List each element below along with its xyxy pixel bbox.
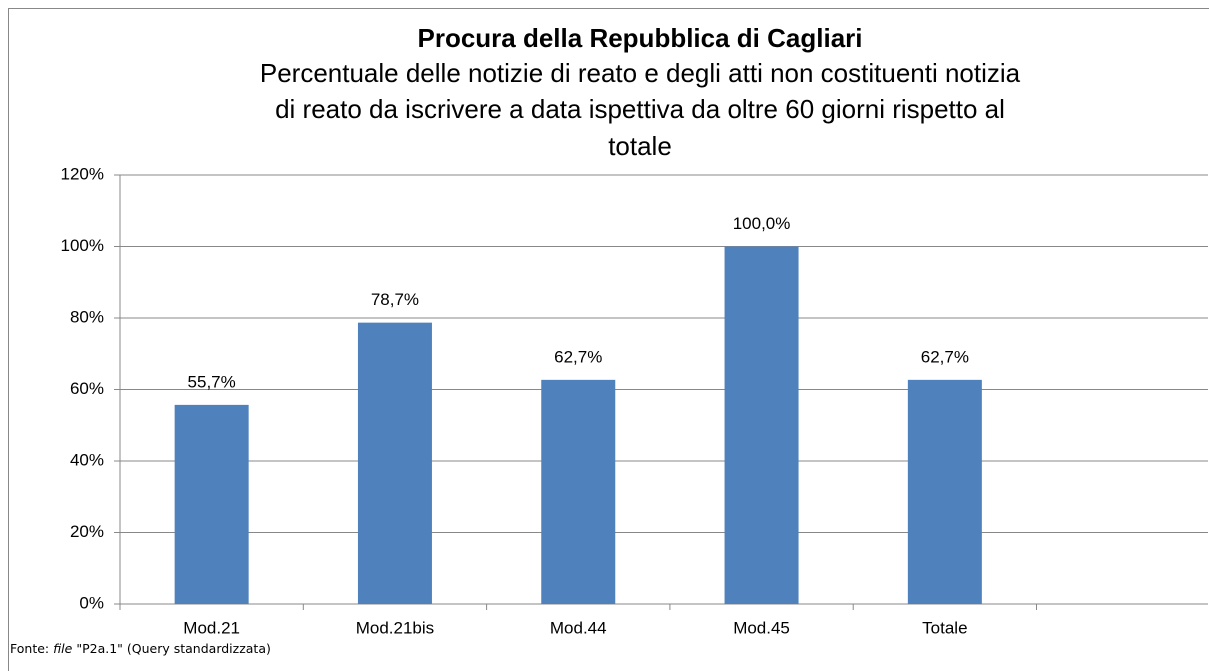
chart-subtitle: Percentuale delle notizie di reato e deg… (260, 58, 1021, 88)
bar (724, 246, 799, 604)
x-tick-label: Mod.45 (733, 618, 790, 637)
bar (174, 404, 249, 604)
chart-subtitle: totale (608, 131, 672, 161)
chart-subtitle: di reato da iscrivere a data ispettiva d… (275, 94, 1005, 124)
y-tick-label: 100% (61, 236, 104, 255)
chart-title: Procura della Repubblica di Cagliari (417, 23, 862, 53)
y-tick-label: 40% (70, 450, 104, 469)
x-tick-label: Mod.21bis (356, 618, 434, 637)
y-tick-label: 60% (70, 379, 104, 398)
data-label: 78,7% (371, 290, 419, 309)
source-note: Fonte: file "P2a.1" (Query standardizzat… (10, 641, 271, 656)
y-tick-label: 80% (70, 307, 104, 326)
source-prefix: Fonte: (10, 641, 50, 656)
chart-frame (8, 8, 1209, 671)
bar (541, 379, 616, 604)
data-label: 55,7% (188, 372, 236, 391)
x-tick-label: Totale (922, 618, 967, 637)
data-label: 62,7% (921, 347, 969, 366)
source-rest: "P2a.1" (Query standardizzata) (76, 641, 271, 656)
y-tick-label: 120% (61, 164, 104, 183)
data-label: 62,7% (554, 347, 602, 366)
data-label: 100,0% (733, 214, 791, 233)
x-tick-label: Mod.21 (183, 618, 240, 637)
bar (357, 322, 432, 604)
x-tick-label: Mod.44 (550, 618, 607, 637)
y-tick-label: 0% (79, 593, 104, 612)
y-tick-label: 20% (70, 522, 104, 541)
bar (907, 379, 982, 604)
source-italic: file (53, 641, 73, 656)
